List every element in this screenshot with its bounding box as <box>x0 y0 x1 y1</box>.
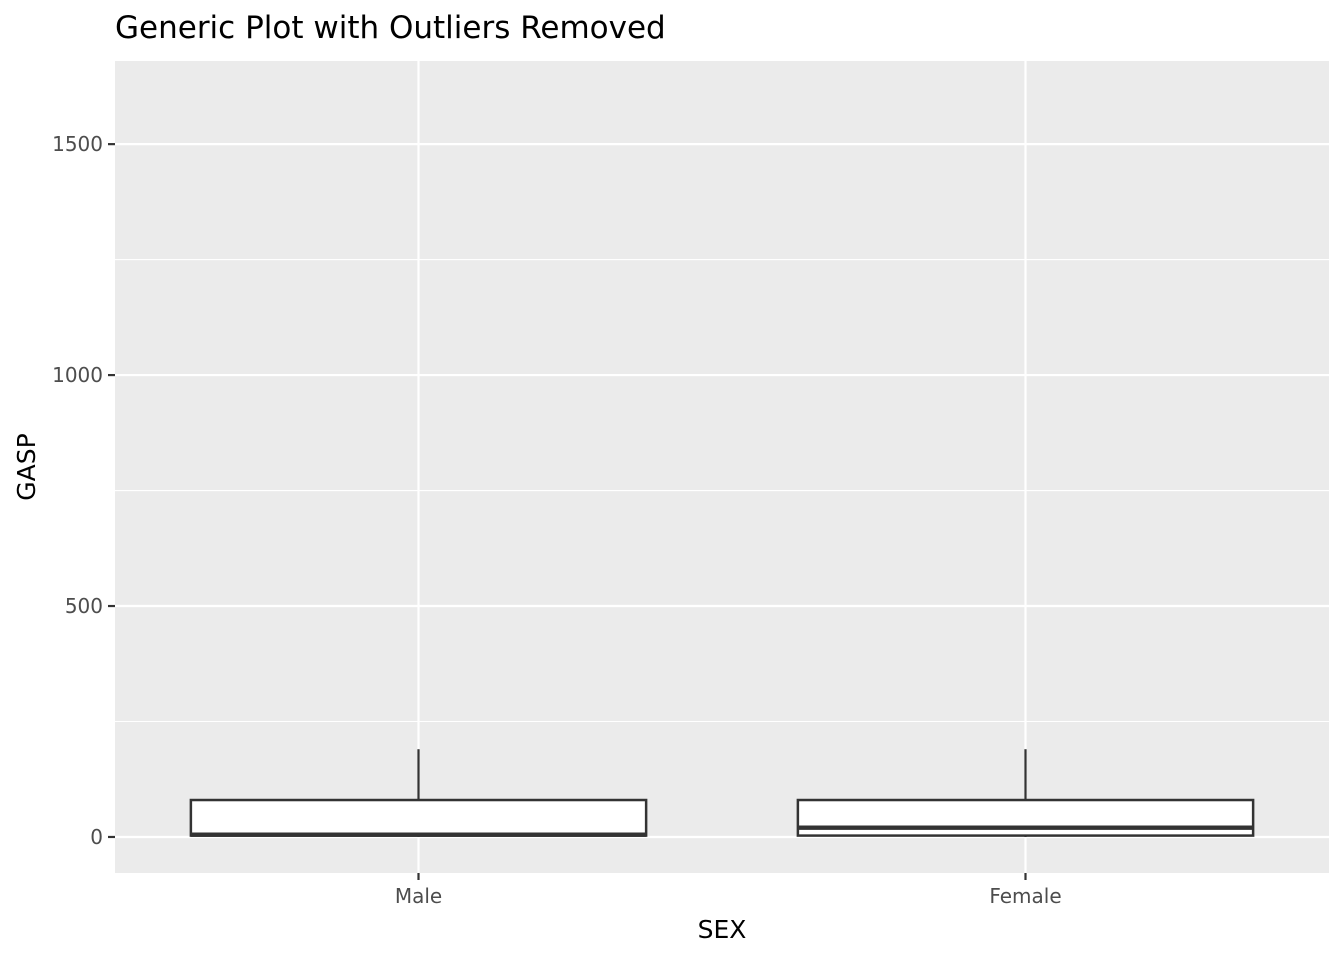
minor-gridlines <box>115 259 1329 723</box>
y-axis-title: GASP <box>12 433 41 500</box>
y-tick-label: 1000 <box>52 363 103 387</box>
box-body <box>796 798 1255 837</box>
x-tick-label: Female <box>989 884 1061 908</box>
box-male <box>189 749 648 837</box>
y-tick-label: 0 <box>90 825 103 849</box>
y-axis: 0 500 1000 1500 <box>52 132 115 849</box>
x-tick-label: Male <box>395 884 442 908</box>
plot-panel <box>115 61 1329 873</box>
major-gridlines <box>115 61 1329 873</box>
box-body <box>189 798 648 837</box>
box-series <box>189 749 1255 837</box>
box-female <box>796 749 1255 837</box>
y-tick-label: 1500 <box>52 132 103 156</box>
y-tick-label: 500 <box>65 594 103 618</box>
x-axis: Male Female <box>395 873 1062 908</box>
x-axis-title: SEX <box>698 915 747 944</box>
chart-title: Generic Plot with Outliers Removed <box>115 10 666 46</box>
